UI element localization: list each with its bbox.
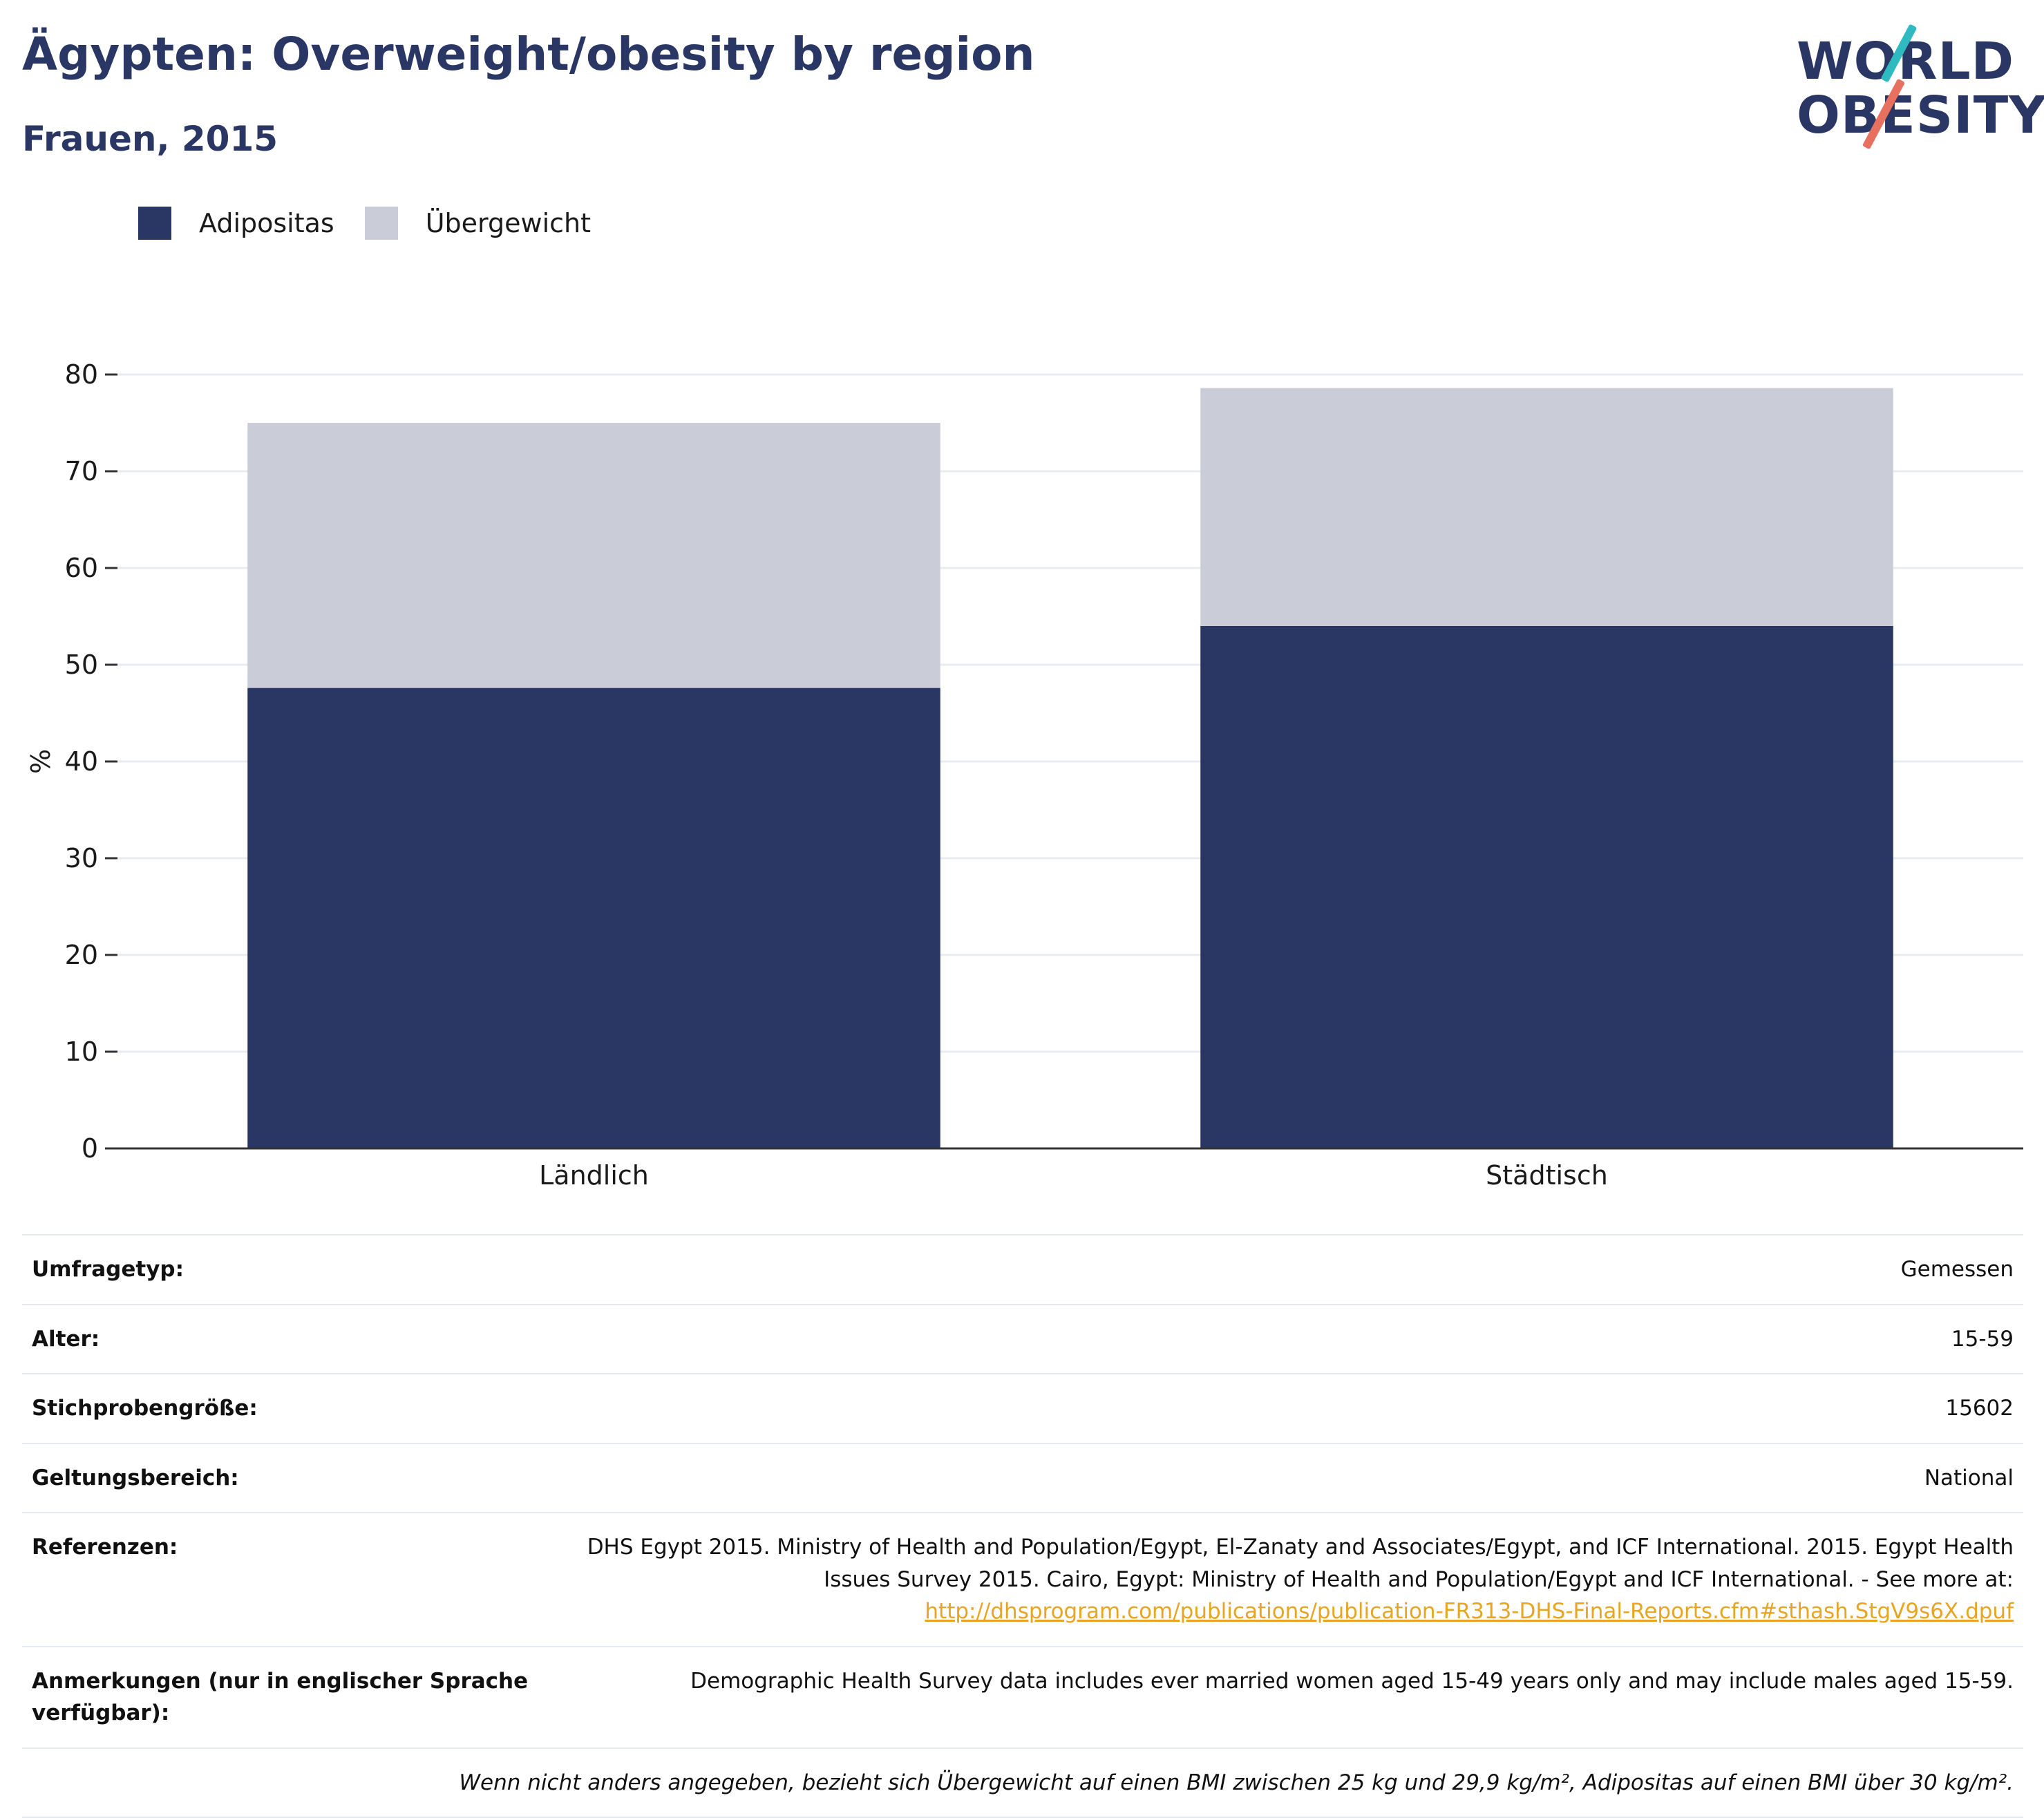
info-key-scope: Geltungsbereich:: [22, 1442, 539, 1513]
bar-overweight-0: [247, 423, 940, 688]
x-tick-label-0: Ländlich: [539, 1160, 649, 1191]
legend-item-overweight[interactable]: Übergewicht: [364, 207, 591, 240]
y-tick-label-70: 70: [65, 456, 98, 486]
info-row-references: Referenzen: DHS Egypt 2015. Ministry of …: [22, 1512, 2023, 1647]
y-tick-label-30: 30: [65, 843, 98, 873]
legend-label-obesity: Adipositas: [199, 208, 334, 238]
info-row-notes: Anmerkungen (nur in englischer Sprache v…: [22, 1645, 2023, 1748]
info-key-notes: Anmerkungen (nur in englischer Sprache v…: [22, 1645, 539, 1748]
info-value-scope: National: [539, 1442, 2023, 1513]
info-key-sample-size: Stichprobengröße:: [22, 1373, 539, 1443]
y-tick-label-10: 10: [65, 1036, 98, 1067]
world-obesity-logo: WORLD OBESITY: [1797, 21, 2044, 150]
legend-swatch-obesity: [138, 207, 171, 240]
info-value-references: DHS Egypt 2015. Ministry of Health and P…: [539, 1512, 2023, 1647]
y-tick-label-40: 40: [65, 746, 98, 777]
info-key-age: Alter:: [22, 1303, 539, 1374]
info-value-survey-type: Gemessen: [539, 1234, 2023, 1305]
survey-info-table: Umfragetyp: Gemessen Alter: 15-59 Stichp…: [22, 1234, 2023, 1818]
y-axis-title: %: [26, 749, 56, 774]
info-key-survey-type: Umfragetyp:: [22, 1234, 539, 1305]
bar-obesity-0: [247, 688, 940, 1148]
legend-swatch-overweight: [364, 207, 398, 240]
references-link[interactable]: http://dhsprogram.com/publications/publi…: [925, 1599, 2014, 1624]
info-row-age: Alter: 15-59: [22, 1303, 2023, 1374]
references-text: DHS Egypt 2015. Ministry of Health and P…: [587, 1535, 2014, 1592]
info-value-notes: Demographic Health Survey data includes …: [539, 1645, 2023, 1748]
info-row-scope: Geltungsbereich: National: [22, 1442, 2023, 1513]
info-value-age: 15-59: [539, 1303, 2023, 1374]
bar-overweight-1: [1200, 388, 1893, 626]
logo-word-2: OBESITY: [1797, 86, 2044, 145]
legend-item-obesity[interactable]: Adipositas: [138, 207, 334, 240]
chart-legend: Adipositas Übergewicht: [138, 206, 621, 240]
y-tick-label-20: 20: [65, 940, 98, 970]
info-key-references: Referenzen:: [22, 1512, 539, 1647]
y-tick-label-50: 50: [65, 650, 98, 680]
y-tick-label-0: 0: [82, 1133, 98, 1164]
bar-obesity-1: [1200, 626, 1893, 1148]
y-tick-label-60: 60: [65, 553, 98, 583]
chart-title: Ägypten: Overweight/obesity by region: [22, 28, 1035, 81]
bar-chart: 0 10 20 30 40 50 60 70 80% Ländlich Städtisch: [26, 359, 2023, 1191]
y-tick-label-80: 80: [65, 359, 98, 390]
x-tick-label-1: Städtisch: [1486, 1160, 1608, 1191]
info-value-sample-size: 15602: [539, 1373, 2023, 1443]
info-row-sample-size: Stichprobengröße: 15602: [22, 1373, 2023, 1443]
legend-label-overweight: Übergewicht: [425, 208, 591, 238]
info-row-survey-type: Umfragetyp: Gemessen: [22, 1234, 2023, 1305]
chart-subtitle: Frauen, 2015: [22, 119, 278, 159]
